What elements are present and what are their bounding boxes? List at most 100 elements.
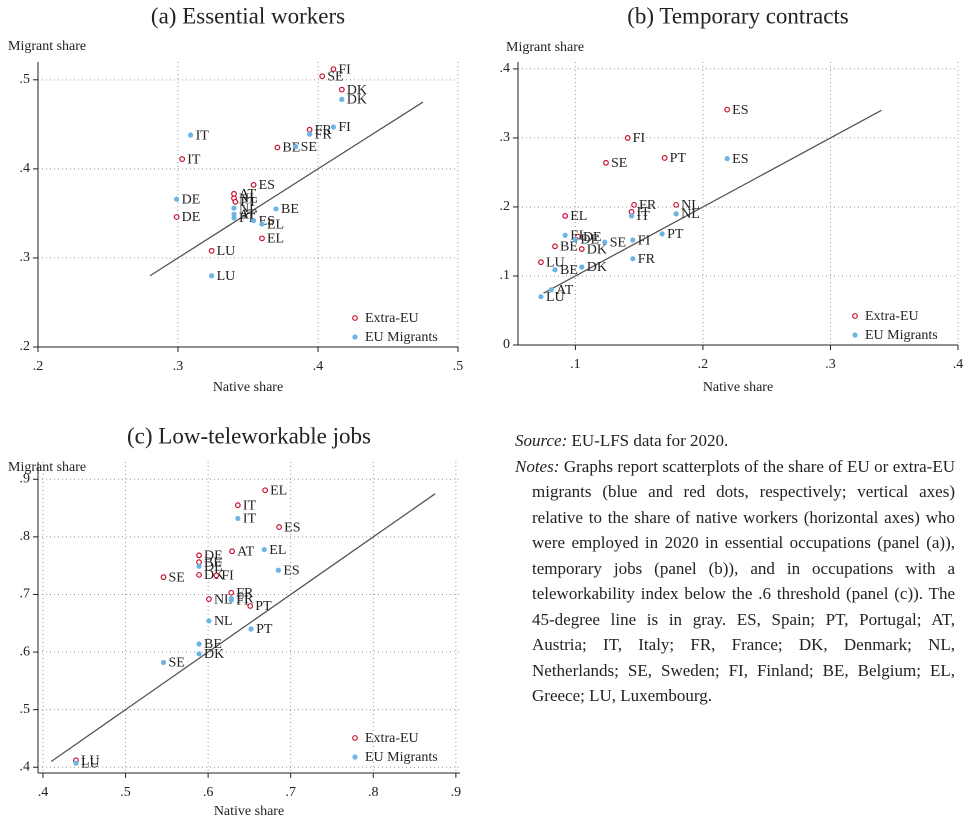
x-axis-title: Native share [213,380,283,395]
point-label: BE [560,263,578,278]
point-label: ES [283,563,299,578]
point [624,135,631,141]
point [338,86,345,93]
point [602,239,608,245]
y-axis-title: Migrant share [8,460,86,475]
legend-marker [352,754,358,760]
point-label: SE [301,140,317,155]
point-label: NL [239,191,258,206]
y-axis-title: Migrant share [506,40,584,55]
point-label: FI [633,131,646,146]
y-tick-label: .2 [500,199,511,214]
point [188,132,194,138]
point-label: ES [259,178,275,193]
point [231,205,237,211]
point [661,155,668,161]
point-label: BE [281,202,299,217]
legend-marker [352,334,358,340]
point-label: NL [214,592,233,607]
point [235,515,241,522]
point-label: FI [221,569,234,584]
point [196,641,202,647]
notes-text-block: Notes: Graphs report scatterplots of the… [515,454,955,709]
point-label: FI [638,233,651,248]
source: Source: EU-LFS data for 2020. [515,428,955,454]
point-label: EL [267,232,284,247]
point [552,243,558,250]
y-tick-label: .7 [20,587,31,602]
point [232,198,239,205]
point-label: AT [556,283,574,298]
point-label: AT [237,544,255,559]
point [179,156,186,162]
x-tick-label: .7 [285,785,296,800]
point-label: DK [347,83,367,98]
y-tick-label: .9 [20,471,31,486]
x-tick-label: .3 [173,359,184,374]
x-tick-label: .4 [953,357,964,372]
point-label: SE [169,656,185,671]
point-label: NL [681,207,700,222]
point-label: EL [269,543,286,558]
point-label: NL [214,614,233,629]
point-label: FR [639,198,657,213]
point-label: IT [243,498,257,513]
point-label: LU [546,255,565,270]
legend-marker [352,315,358,321]
point [275,567,281,573]
point [307,131,313,137]
point-label: DK [587,260,607,275]
point [196,651,202,657]
point [562,213,569,219]
point-label: DK [204,647,224,662]
point-label: DE [204,549,223,564]
y-tick-label: .5 [20,72,31,87]
point-label: BE [204,637,222,652]
point [538,259,544,266]
point [206,596,212,602]
point-label: ES [284,520,300,535]
y-axis-title: Migrant share [8,39,86,54]
point [330,66,337,73]
point-label: FR [236,586,254,601]
chart-title: (c) Low-teleworkable jobs [127,423,371,448]
x-tick-label: .9 [451,785,462,800]
point [552,267,558,273]
point [259,235,265,242]
y-tick-label: .6 [20,644,31,659]
point [262,487,269,494]
point [319,73,326,80]
y-tick-label: .3 [20,250,31,265]
point-label: SE [169,570,185,585]
y-tick-label: .1 [500,268,511,283]
reference-line-45 [149,101,424,277]
x-tick-label: .4 [313,359,324,374]
point-label: PT [670,151,687,166]
point [231,211,237,217]
point-label: IT [187,152,201,167]
point-label: DK [347,93,367,108]
point-label: PT [667,227,684,242]
legend-label: EU Migrants [865,328,938,343]
point [173,214,180,220]
x-tick-label: .5 [453,359,464,374]
point [261,546,267,553]
x-axis-title: Native share [214,804,284,819]
point [572,236,578,242]
source-label: Source: [515,431,568,450]
point [628,213,635,219]
point [234,502,241,509]
point-label: FR [638,252,656,267]
chart-title: (a) Essential workers [151,3,345,28]
point [229,548,235,555]
point [659,231,665,237]
point-label: LU [81,756,100,771]
point [213,572,220,579]
point [603,159,609,166]
point [330,124,336,130]
point [209,273,215,279]
point-label: SE [610,235,626,250]
point-label: EL [570,209,587,224]
point [631,201,637,208]
